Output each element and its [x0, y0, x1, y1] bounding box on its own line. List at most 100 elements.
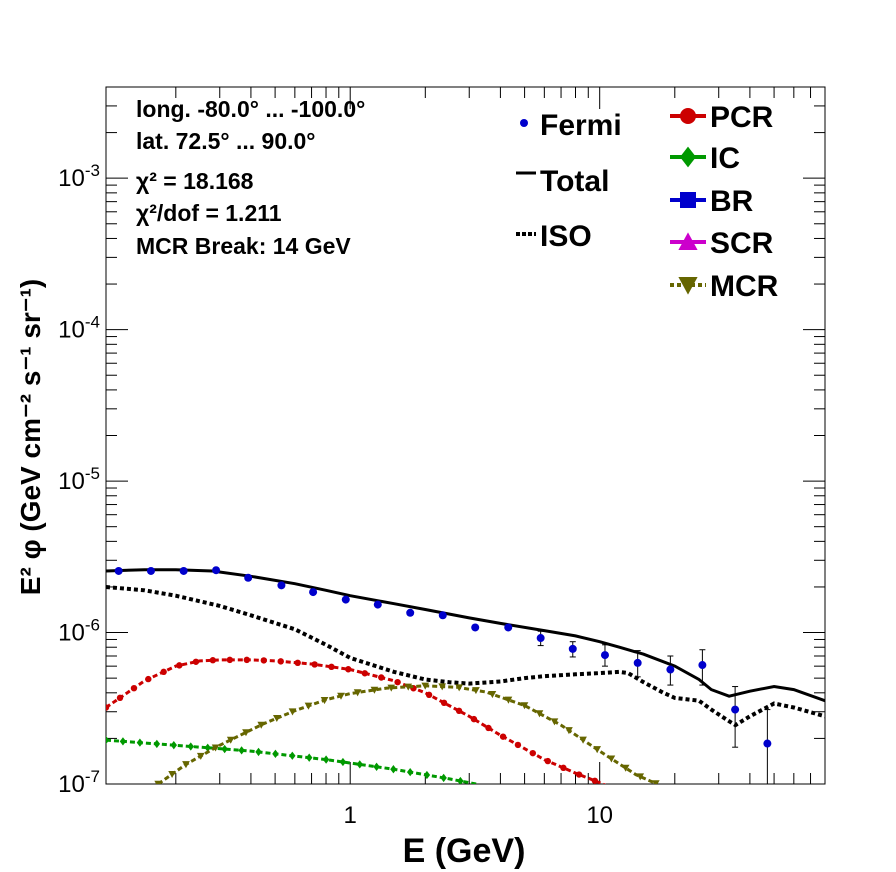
- data-point: [390, 765, 397, 774]
- data-point: [621, 764, 630, 772]
- legend-marker: [520, 119, 528, 127]
- data-point: [593, 746, 602, 754]
- data-point: [575, 771, 583, 778]
- series-line: [106, 568, 825, 703]
- data-point: [440, 773, 447, 783]
- legend-label: SCR: [710, 227, 774, 260]
- data-point: [154, 780, 163, 784]
- data-point: [678, 232, 698, 250]
- data-point: [226, 656, 234, 664]
- data-point: [339, 757, 347, 767]
- data-point: [520, 702, 529, 710]
- data-point: [294, 659, 301, 667]
- fermi-point: [146, 566, 155, 575]
- data-point: [168, 770, 176, 779]
- data-point: [560, 764, 567, 772]
- data-point: [289, 751, 296, 760]
- data-point: [514, 741, 522, 749]
- data-point: [591, 777, 599, 784]
- data-point: [257, 721, 266, 729]
- data-point: [607, 755, 616, 763]
- series-line: [106, 585, 825, 728]
- legend-entry-ic: IC: [670, 142, 740, 175]
- data-point: [361, 670, 368, 677]
- legend-label: ISO: [540, 220, 592, 253]
- legend-entry-mcr: MCR: [670, 270, 779, 303]
- info-line: long. -80.0° ... -100.0°: [136, 96, 365, 122]
- data-point: [345, 666, 352, 673]
- data-point: [221, 744, 228, 754]
- legend-entry-scr: SCR: [670, 227, 774, 260]
- fermi-point: [212, 566, 221, 575]
- y-tick-label: 10-6: [58, 616, 100, 647]
- series-total: [106, 568, 825, 703]
- data-point: [337, 692, 345, 700]
- legend-label: MCR: [710, 270, 779, 303]
- legend-left: Fermi Total ISO: [516, 109, 622, 253]
- data-point: [387, 684, 396, 692]
- data-point: [304, 702, 313, 710]
- data-point: [356, 760, 363, 769]
- fermi-point: [731, 705, 740, 714]
- data-point: [170, 741, 178, 750]
- fermi-point: [536, 634, 545, 643]
- data-point: [404, 683, 413, 691]
- data-point: [406, 767, 414, 777]
- data-point: [529, 749, 536, 757]
- legend-entry-fermi: Fermi: [520, 109, 622, 142]
- plot-area: [106, 566, 825, 784]
- data-point: [255, 747, 262, 757]
- fermi-point: [471, 623, 480, 632]
- data-point: [226, 736, 235, 744]
- y-axis-label: E² φ (GeV cm⁻² s⁻¹ sr⁻¹): [15, 279, 46, 595]
- data-point: [145, 675, 152, 683]
- fermi-point: [309, 588, 318, 597]
- fermi-point: [763, 739, 772, 748]
- legend-label: Total: [540, 165, 609, 198]
- data-point: [182, 761, 190, 769]
- legend-entry-iso: ISO: [516, 220, 592, 253]
- data-point: [678, 277, 698, 295]
- data-point: [488, 691, 497, 699]
- info-text-block: long. -80.0° ... -100.0° lat. 72.5° ... 9…: [136, 96, 365, 259]
- data-point: [421, 682, 430, 690]
- plot-clip-group: [106, 566, 825, 784]
- data-point: [423, 770, 431, 780]
- data-point: [470, 715, 478, 723]
- data-point: [680, 146, 696, 168]
- series-iso: [106, 585, 825, 728]
- fermi-point: [277, 581, 286, 590]
- data-point: [425, 691, 433, 699]
- fermi-point: [438, 611, 447, 620]
- data-point: [373, 762, 380, 771]
- y-tick-label: 10-7: [58, 767, 100, 798]
- data-point: [136, 738, 144, 747]
- y-tick-label: 10-3: [58, 161, 100, 192]
- fermi-point: [698, 661, 707, 670]
- data-point: [320, 697, 329, 705]
- legend-entry-br: BR: [670, 185, 754, 218]
- data-point: [322, 755, 330, 764]
- data-point: [196, 752, 205, 760]
- data-point: [535, 710, 544, 718]
- fermi-point: [504, 623, 513, 632]
- info-line: χ²/dof = 1.211: [136, 200, 282, 226]
- data-point: [579, 736, 587, 744]
- fermi-point: [244, 573, 253, 582]
- data-point: [116, 694, 124, 702]
- series-mcr: [154, 682, 660, 784]
- fermi-point: [633, 658, 642, 667]
- data-point: [306, 753, 313, 762]
- data-point: [160, 668, 167, 676]
- data-point: [565, 727, 573, 735]
- data-point: [260, 657, 268, 664]
- fermi-point: [114, 566, 123, 575]
- data-point: [378, 674, 385, 681]
- data-point: [238, 746, 245, 755]
- fermi-point: [666, 665, 675, 674]
- x-tick-label: 10: [586, 802, 613, 829]
- data-point: [106, 735, 110, 745]
- data-point: [209, 657, 217, 664]
- data-point: [288, 708, 297, 716]
